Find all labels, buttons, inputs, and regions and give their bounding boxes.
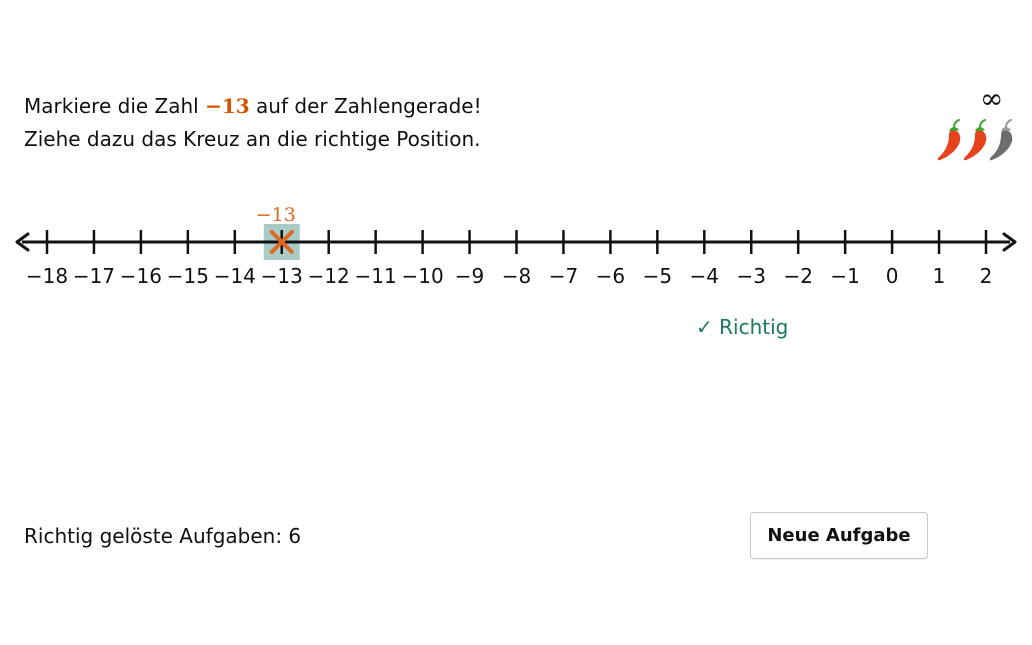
target-number: −13 (205, 94, 250, 118)
arrow-left-icon (15, 232, 30, 252)
tick-label: 1 (933, 264, 946, 288)
tick-label: −10 (401, 264, 443, 288)
number-line-svg: −18 −17 −16 −15 −14 −13 −12 −11 −10 −9 −8 −7 −6 −5 −4−… (15, 204, 1017, 288)
tick-label: −15 (167, 264, 209, 288)
chili-stem (975, 127, 985, 131)
tick-label: −4 (690, 264, 719, 288)
cross-stroke (269, 230, 294, 254)
tick-label: −2 (783, 264, 812, 288)
chili-stalk (1005, 119, 1012, 128)
tick-label: 0 (886, 264, 899, 288)
tick-label: −14 (214, 264, 256, 288)
draggable-cross-marker[interactable] (269, 230, 294, 254)
chili-stem (1001, 127, 1011, 131)
task-text-before: Markiere die Zahl (24, 94, 206, 118)
tick-label: −3 (737, 264, 766, 288)
chili-icon (937, 119, 961, 161)
task-line-2: Ziehe dazu das Kreuz an die richtige Pos… (24, 127, 481, 151)
chili-body (989, 129, 1013, 161)
tick-label: −6 (596, 264, 625, 288)
tick-label: −13 (261, 264, 303, 288)
tick-label: −8 (502, 264, 531, 288)
tick-label: −12 (308, 264, 350, 288)
difficulty-chilis (937, 119, 1013, 161)
task-text-after: auf der Zahlengerade! (249, 94, 482, 118)
chili-icon (963, 119, 987, 161)
chili-stalk (953, 119, 960, 128)
tick-label: −7 (549, 264, 578, 288)
chili-stem (949, 127, 959, 131)
tick-label: −16 (120, 264, 162, 288)
tick-label: 2 (980, 264, 993, 288)
infinity-icon: ∞ (980, 82, 1004, 115)
new-task-button[interactable]: Neue Aufgabe (750, 512, 928, 559)
chili-stalk (979, 119, 986, 128)
tick-label: −17 (73, 264, 115, 288)
chili-icon (989, 119, 1013, 161)
chili-body (937, 129, 961, 161)
tick-label: −18 (26, 264, 68, 288)
marker-value-label: −13 (256, 204, 296, 226)
tick-label: −5 (643, 264, 672, 288)
chili-body (963, 129, 987, 161)
solved-counter: Richtig gelöste Aufgaben: 6 (24, 524, 302, 548)
tick-label: −11 (355, 264, 397, 288)
number-line: −18 −17 −16 −15 −14 −13 −12 −11 −10 −9 −8 −7 −6 −5 −4−… (0, 195, 1032, 305)
task-prompt: Markiere die Zahl −13 auf der Zahlengera… (24, 90, 482, 156)
tick-label: −9 (455, 264, 484, 288)
arrow-right-icon (1002, 232, 1017, 252)
task-line-1: Markiere die Zahl −13 auf der Zahlengera… (24, 90, 482, 123)
feedback-correct: ✓ Richtig (696, 315, 789, 339)
tick-label: −1 (830, 264, 859, 288)
